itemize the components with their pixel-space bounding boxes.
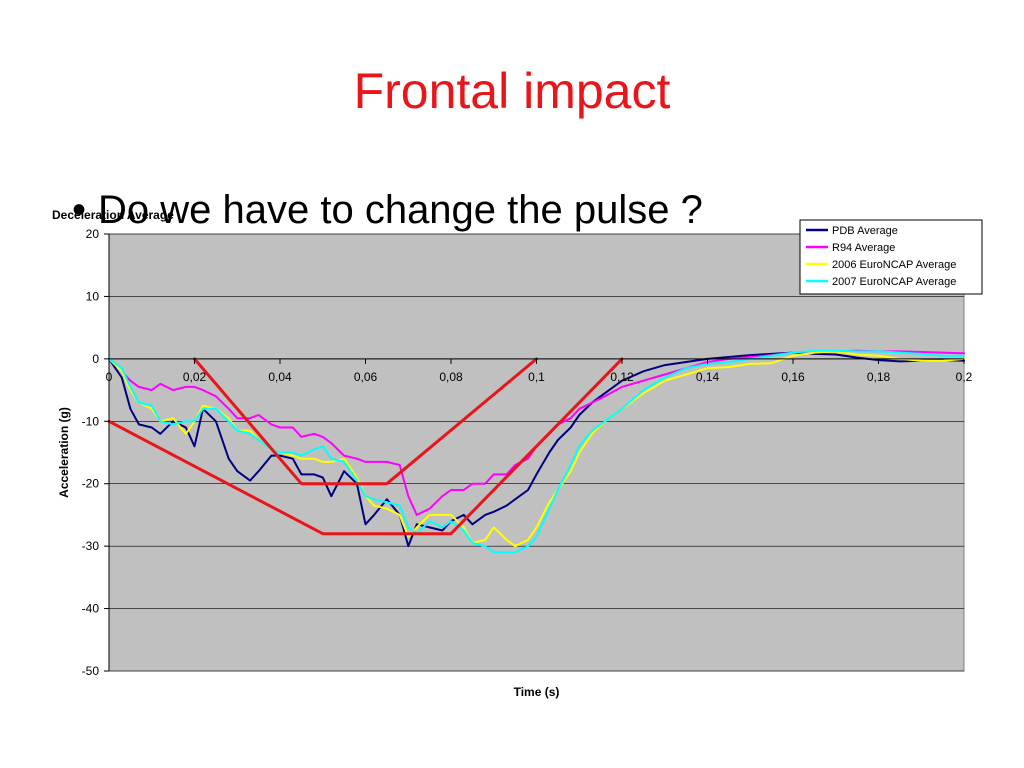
x-tick-label: 0,02	[183, 370, 207, 384]
y-tick-label: -20	[82, 477, 100, 491]
series-line-3	[108, 349, 965, 554]
series-line-0	[108, 351, 965, 548]
chart-title: Deceleration Average	[52, 208, 174, 222]
y-tick-label: -40	[82, 602, 100, 616]
x-tick-label: 0,12	[610, 370, 634, 384]
y-tick-label: 0	[92, 352, 99, 366]
x-tick-label: 0,16	[781, 370, 805, 384]
legend-box	[799, 219, 983, 295]
x-tick-label: 0,14	[696, 370, 720, 384]
bullet-text: Do we have to change the pulse ?	[98, 188, 703, 232]
y-axis-label: Acceleration (g)	[57, 407, 71, 498]
series-group	[107, 349, 965, 554]
plot-background	[108, 233, 965, 672]
axis-group: 0 0,02 0,04 0,06 0,08 0,1 0,12 0,14 0,16 0,18 0,2 2…	[52, 208, 973, 699]
legend-label: 2006 EuroNCAP Average	[832, 259, 956, 271]
plot-area-group	[108, 233, 965, 672]
y-tick-label: -50	[82, 664, 100, 678]
series-line-2	[108, 350, 965, 548]
x-tick-label: 0,2	[956, 370, 973, 384]
envelope-line-4	[107, 357, 624, 536]
y-tick-label: -30	[82, 539, 100, 553]
x-tick-label: 0,18	[867, 370, 891, 384]
legend-label: 2007 EuroNCAP Average	[832, 276, 956, 288]
slide-title: Frontal impact	[353, 63, 671, 119]
y-tick-label: 20	[86, 227, 100, 241]
bullet-point: • Do we have to change the pulse ?	[72, 188, 703, 233]
x-axis-label: Time (s)	[514, 685, 560, 699]
x-tick-label: 0,06	[354, 370, 378, 384]
y-tick-label: 10	[86, 289, 100, 303]
x-tick-label: 0,08	[439, 370, 463, 384]
envelope-line-5	[193, 357, 538, 486]
legend-label: PDB Average	[832, 225, 898, 237]
bullet-dot-icon: •	[72, 188, 87, 232]
y-tick-label: -10	[82, 414, 100, 428]
legend: PDB Average R94 Average 2006 EuroNCAP Aver…	[799, 219, 983, 295]
legend-label: R94 Average	[832, 242, 895, 254]
x-tick-label: 0,04	[268, 370, 292, 384]
series-line-1	[108, 349, 965, 516]
x-tick-label: 0,1	[528, 370, 545, 384]
